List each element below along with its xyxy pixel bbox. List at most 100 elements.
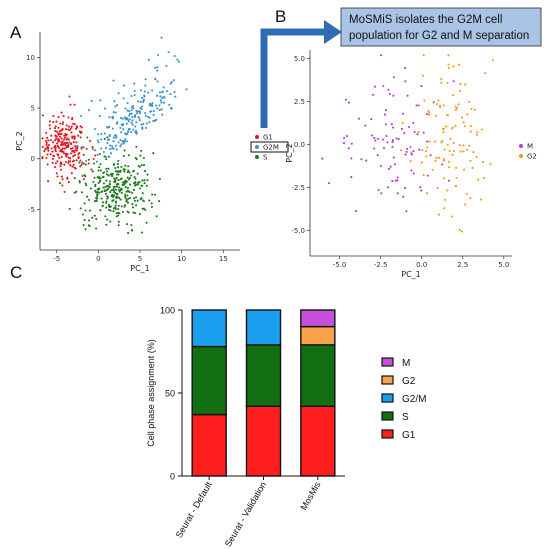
point-s — [135, 204, 138, 207]
point-m — [396, 179, 399, 182]
point-g2 — [458, 144, 461, 147]
point-g2m — [158, 91, 162, 94]
point-m — [387, 168, 391, 171]
point-g2m — [161, 113, 164, 116]
x-tick-label: MosMis — [298, 480, 322, 512]
point-s — [151, 193, 154, 196]
point-s — [115, 215, 118, 218]
point-g2m — [112, 136, 115, 139]
point-g2m — [139, 89, 142, 92]
legend-swatch-g1 — [255, 135, 259, 139]
point-s — [97, 188, 100, 191]
point-s — [127, 169, 130, 172]
point-s — [84, 175, 87, 178]
point-s — [125, 180, 128, 184]
point-g2m — [144, 114, 147, 117]
point-s — [79, 159, 82, 162]
point-g2m — [143, 94, 146, 97]
point-g2m — [114, 144, 117, 147]
point-g2m — [147, 58, 150, 61]
point-s — [126, 210, 129, 213]
point-g2m — [173, 54, 176, 58]
bar-segment-g1 — [191, 413, 227, 477]
point-g1 — [62, 121, 65, 124]
point-m — [432, 101, 435, 104]
point-s — [43, 150, 46, 153]
point-g2 — [462, 121, 465, 124]
point-s — [115, 201, 118, 204]
point-g2 — [451, 126, 454, 129]
point-g2m — [133, 93, 136, 97]
point-g2m — [161, 91, 164, 94]
point-g2 — [433, 140, 436, 143]
point-g2m — [114, 134, 117, 137]
point-s — [123, 170, 126, 173]
point-m — [412, 172, 415, 175]
point-s — [133, 212, 137, 215]
point-g1 — [71, 165, 74, 168]
point-g2m — [141, 105, 144, 108]
point-g2m — [176, 58, 179, 61]
point-g1 — [68, 95, 71, 98]
bar-segment-g2 — [300, 325, 336, 346]
point-g2m — [158, 108, 161, 112]
callout-box — [340, 7, 542, 47]
point-g2m — [130, 108, 133, 111]
callout-line-1: MoSMiS isolates the G2M cell — [349, 14, 502, 26]
point-g1 — [64, 133, 67, 136]
point-g2m — [150, 103, 153, 106]
point-g2m — [99, 99, 102, 102]
point-g2m — [123, 116, 127, 119]
point-g2 — [450, 215, 453, 218]
point-g2m — [130, 112, 133, 115]
point-g2m — [122, 128, 125, 131]
point-g1 — [53, 127, 56, 130]
point-g1 — [74, 149, 77, 152]
point-s — [95, 191, 98, 194]
point-g1 — [41, 145, 44, 148]
point-g1 — [46, 163, 49, 166]
point-g1 — [65, 142, 68, 145]
point-g1 — [47, 139, 50, 142]
point-m — [391, 145, 394, 149]
point-g2m — [138, 116, 141, 119]
point-g2m — [169, 82, 172, 85]
point-g1 — [54, 139, 57, 142]
point-g1 — [58, 156, 61, 159]
point-m — [350, 176, 353, 179]
point-g1 — [54, 130, 57, 133]
point-g1 — [67, 116, 70, 119]
point-g2m — [170, 80, 173, 84]
point-g2 — [409, 160, 412, 163]
point-m — [447, 179, 451, 182]
point-g2 — [468, 100, 471, 103]
point-s — [136, 199, 139, 202]
point-g1 — [73, 123, 76, 126]
point-g2 — [442, 177, 445, 180]
point-s — [117, 188, 120, 191]
point-g2 — [482, 177, 486, 180]
point-g2 — [401, 121, 404, 124]
point-g1 — [64, 160, 67, 164]
point-g1 — [60, 111, 63, 114]
point-g2m — [139, 106, 142, 110]
x-tick-label: -2.5 — [374, 261, 388, 269]
point-g2m — [115, 136, 118, 139]
point-s — [96, 197, 99, 200]
point-m — [426, 113, 429, 116]
point-g2m — [145, 122, 148, 125]
point-g2m — [149, 110, 152, 113]
point-s — [105, 223, 108, 226]
point-s — [139, 154, 142, 157]
point-g2 — [399, 149, 402, 152]
point-m — [441, 163, 444, 166]
point-g2 — [475, 155, 478, 158]
point-s — [68, 207, 71, 210]
point-g2m — [169, 93, 172, 96]
point-g2 — [459, 150, 462, 153]
point-s — [116, 170, 119, 173]
point-s — [114, 188, 117, 191]
point-g2m — [106, 125, 109, 129]
point-s — [153, 193, 157, 196]
point-g1 — [67, 138, 70, 141]
